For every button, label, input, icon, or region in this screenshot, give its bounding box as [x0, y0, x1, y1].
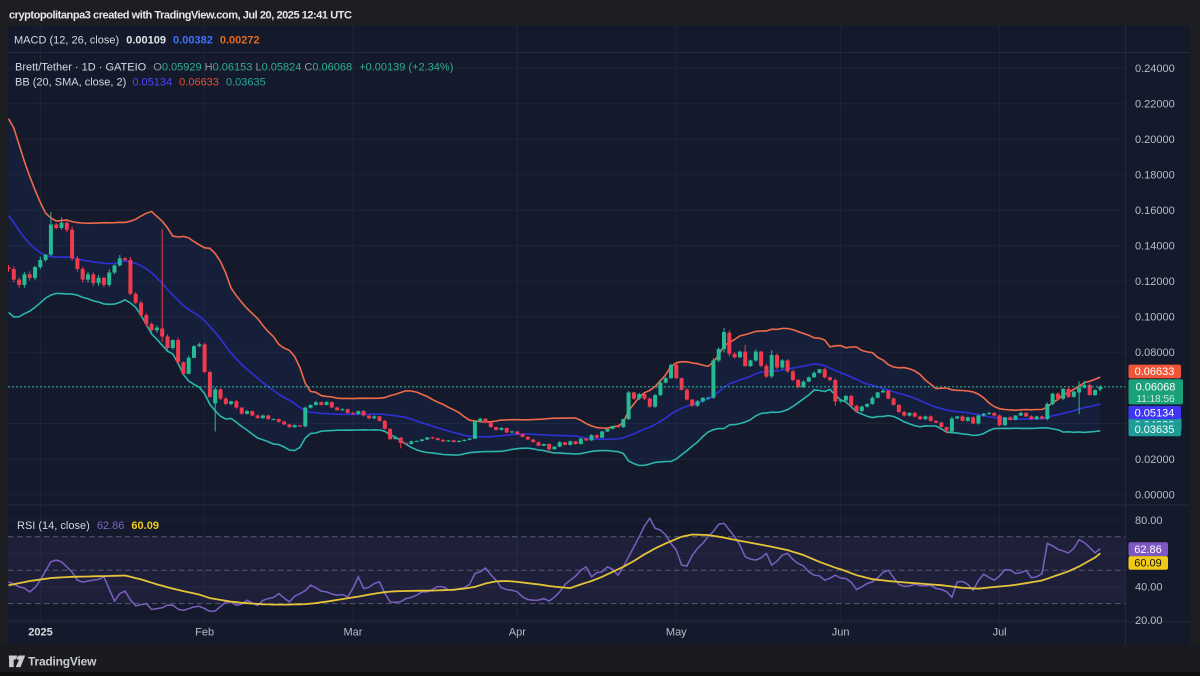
svg-text:Mar: Mar [344, 627, 363, 639]
svg-text:0.02000: 0.02000 [1135, 454, 1175, 466]
svg-text:0.08000: 0.08000 [1135, 347, 1175, 359]
svg-text:0.18000: 0.18000 [1135, 170, 1175, 182]
svg-text:40.00: 40.00 [1135, 582, 1163, 594]
svg-text:0.06068: 0.06068 [1136, 382, 1176, 394]
svg-text:BB (20, SMA, close, 2) 0.05134: BB (20, SMA, close, 2) 0.05134 0.06633 0… [15, 77, 266, 89]
svg-text:11:18:56: 11:18:56 [1136, 394, 1175, 405]
svg-text:TradingView: TradingView [28, 655, 97, 669]
svg-text:Feb: Feb [195, 627, 214, 639]
svg-text:0.20000: 0.20000 [1135, 134, 1175, 146]
svg-text:20.00: 20.00 [1135, 615, 1163, 627]
svg-text:0.10000: 0.10000 [1135, 312, 1175, 324]
svg-text:May: May [666, 627, 687, 639]
svg-text:0.06633: 0.06633 [1135, 366, 1175, 378]
svg-text:Jun: Jun [832, 627, 850, 639]
svg-text:2025: 2025 [28, 627, 52, 639]
svg-text:Brett/Tether · 1D · GATEIO O0.: Brett/Tether · 1D · GATEIO O0.05929 H0.0… [15, 62, 453, 74]
svg-text:cryptopolitanpa3 created with: cryptopolitanpa3 created with TradingVie… [9, 10, 352, 22]
svg-text:RSI (14, close) 62.86 60.09: RSI (14, close) 62.86 60.09 [17, 520, 159, 532]
svg-text:60.09: 60.09 [1134, 558, 1162, 570]
svg-text:0.12000: 0.12000 [1135, 276, 1175, 288]
svg-text:MACD (12, 26, close) 0.00109 0: MACD (12, 26, close) 0.00109 0.00382 0.0… [14, 35, 260, 47]
svg-text:0.16000: 0.16000 [1135, 205, 1175, 217]
svg-text:Apr: Apr [509, 627, 526, 639]
svg-text:0.14000: 0.14000 [1135, 241, 1175, 253]
svg-text:Jul: Jul [993, 627, 1007, 639]
svg-text:62.86: 62.86 [1134, 544, 1162, 556]
svg-text:0.05134: 0.05134 [1135, 407, 1175, 419]
svg-text:0.22000: 0.22000 [1135, 99, 1175, 111]
svg-text:0.03635: 0.03635 [1135, 424, 1175, 436]
svg-text:0.24000: 0.24000 [1135, 63, 1175, 75]
svg-text:80.00: 80.00 [1135, 515, 1163, 527]
svg-text:0.00000: 0.00000 [1135, 489, 1175, 501]
